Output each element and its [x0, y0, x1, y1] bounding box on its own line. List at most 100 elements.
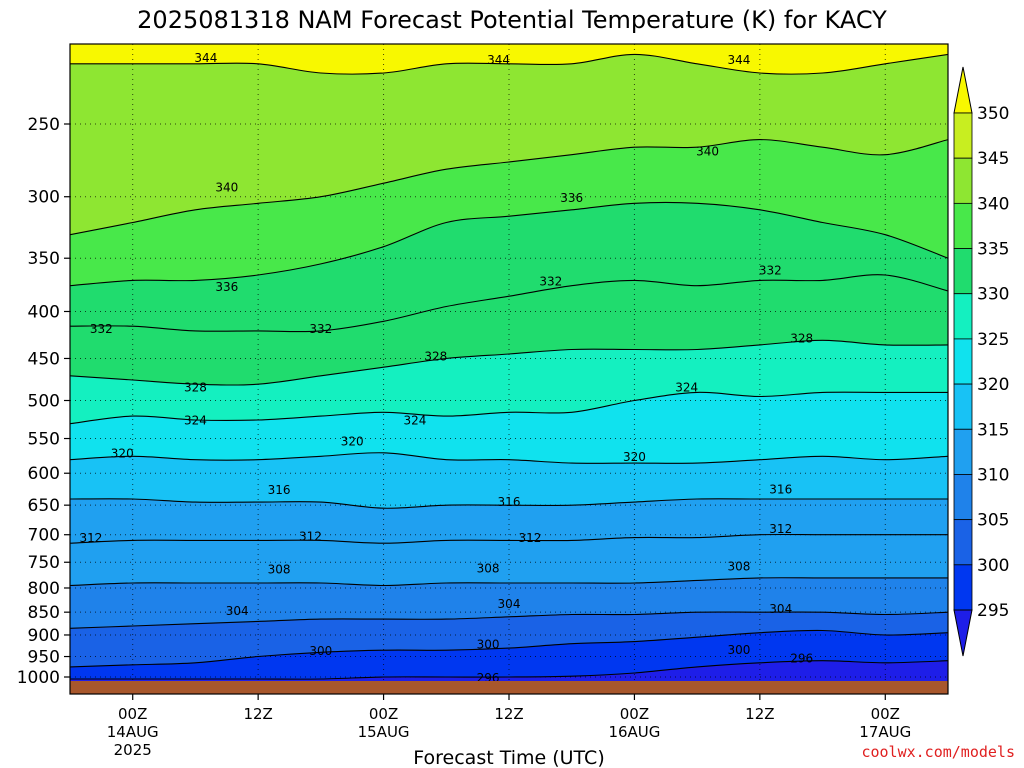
isentrope-304 — [70, 611, 948, 629]
x-tick-label-5: 12Z — [745, 705, 774, 723]
colorbar-label-335: 335 — [977, 240, 1009, 260]
x-tick-label-0: 00Z — [118, 705, 147, 723]
contour-label-304: 304 — [769, 602, 792, 616]
x-tick-label-2: 00Z — [369, 705, 398, 723]
contour-label-332: 332 — [90, 322, 113, 336]
contour-label-344: 344 — [194, 51, 217, 65]
credit-text[interactable]: coolwx.com/models — [861, 743, 1015, 761]
x-tick-label-3: 12Z — [494, 705, 523, 723]
isentrope-308 — [70, 577, 948, 587]
contour-label-300: 300 — [727, 643, 750, 657]
x-tick-year-0: 2025 — [114, 741, 152, 759]
y-tick-label-550: 550 — [28, 430, 60, 450]
colorbar-label-300: 300 — [977, 556, 1009, 576]
x-tick-date-6: 17AUG — [859, 723, 911, 741]
y-tick-label-400: 400 — [28, 302, 60, 322]
contour-label-324: 324 — [184, 414, 207, 428]
contour-label-336: 336 — [215, 280, 238, 294]
isentrope-340 — [70, 139, 948, 236]
contour-label-304: 304 — [498, 597, 521, 611]
contour-label-312: 312 — [769, 522, 792, 536]
x-axis-label: Forecast Time (UTC) — [413, 747, 604, 768]
colorbar-label-350: 350 — [977, 104, 1009, 124]
x-tick-label-1: 12Z — [243, 705, 272, 723]
x-tick-label-6: 00Z — [871, 705, 900, 723]
contour-label-324: 324 — [403, 414, 426, 428]
contour-label-332: 332 — [309, 322, 332, 336]
isentrope-300 — [70, 629, 948, 668]
colorbar-band-325-330 — [953, 293, 973, 340]
y-tick-label-600: 600 — [28, 464, 60, 484]
colorbar-band-315-320 — [953, 383, 973, 430]
colorbar-label-295: 295 — [977, 601, 1009, 621]
colorbar-band-320-325 — [953, 338, 973, 385]
colorbar: 295 300 305 310 315 320 325 330 335 340 345 350 — [953, 66, 1009, 657]
contour-label-316: 316 — [498, 495, 521, 509]
contour-label-328: 328 — [184, 381, 207, 395]
colorbar-band-330-335 — [953, 248, 973, 295]
chart-title: 2025081318 NAM Forecast Potential Temper… — [137, 6, 887, 34]
y-tick-label-900: 900 — [28, 626, 60, 646]
contour-label-344: 344 — [727, 53, 750, 67]
contour-label-340: 340 — [215, 180, 238, 194]
contour-label-308: 308 — [268, 563, 291, 577]
contour-label-332: 332 — [759, 264, 782, 278]
contour-label-300: 300 — [309, 644, 332, 658]
contour-label-304: 304 — [226, 604, 249, 618]
isentrope-324 — [70, 391, 948, 425]
colorbar-extend-bottom — [953, 609, 973, 657]
x-tick-label-4: 00Z — [620, 705, 649, 723]
x-tick-date-0: 14AUG — [107, 723, 159, 741]
contour-label-336: 336 — [560, 191, 583, 205]
isentrope-344 — [70, 53, 948, 75]
y-tick-label-850: 850 — [28, 603, 60, 623]
contour-label-312: 312 — [79, 531, 102, 545]
contour-label-312: 312 — [299, 529, 322, 543]
colorbar-band-340-345 — [953, 157, 973, 204]
y-tick-label-700: 700 — [28, 526, 60, 546]
terrain-strip — [70, 681, 948, 694]
isentrope-336 — [70, 201, 948, 287]
contour-label-316: 316 — [268, 483, 291, 497]
y-tick-label-350: 350 — [28, 249, 60, 269]
isentrope-312 — [70, 533, 948, 544]
contour-labels: 344 344 344 340 340 336 336 332 332 332 332 328 328 3… — [79, 51, 813, 685]
colorbar-label-340: 340 — [977, 194, 1009, 214]
colorbar-label-305: 305 — [977, 511, 1009, 531]
contour-label-308: 308 — [727, 559, 750, 573]
contour-label-316: 316 — [769, 483, 792, 497]
contour-label-300: 300 — [477, 638, 500, 652]
y-tick-label-800: 800 — [28, 579, 60, 599]
colorbar-band-305-310 — [953, 474, 973, 521]
colorbar-extend-top — [953, 66, 973, 114]
grid-lines — [70, 44, 948, 694]
contour-label-320: 320 — [111, 446, 134, 460]
isentrope-296 — [70, 660, 948, 680]
contour-label-340: 340 — [696, 145, 719, 159]
x-tick-date-4: 16AUG — [608, 723, 660, 741]
contour-label-328: 328 — [790, 331, 813, 345]
isentrope-332 — [70, 274, 948, 333]
contour-label-328: 328 — [424, 350, 447, 364]
contour-label-344: 344 — [487, 53, 510, 67]
colorbar-band-345-350 — [953, 112, 973, 159]
x-tick-date-2: 15AUG — [358, 723, 410, 741]
y-tick-label-450: 450 — [28, 349, 60, 369]
colorbar-label-315: 315 — [977, 420, 1009, 440]
contour-label-320: 320 — [623, 450, 646, 464]
y-tick-label-300: 300 — [28, 188, 60, 208]
colorbar-label-325: 325 — [977, 330, 1009, 350]
contour-label-324: 324 — [675, 381, 698, 395]
isentrope-316 — [70, 498, 948, 509]
contour-label-312: 312 — [518, 531, 541, 545]
colorbar-label-310: 310 — [977, 465, 1009, 485]
y-tick-label-1000: 1000 — [17, 668, 60, 688]
y-tick-label-750: 750 — [28, 553, 60, 573]
colorbar-label-330: 330 — [977, 285, 1009, 305]
contour-label-320: 320 — [341, 434, 364, 448]
contour-label-296: 296 — [790, 652, 813, 666]
contour-label-332: 332 — [539, 274, 562, 288]
y-tick-label-650: 650 — [28, 496, 60, 516]
